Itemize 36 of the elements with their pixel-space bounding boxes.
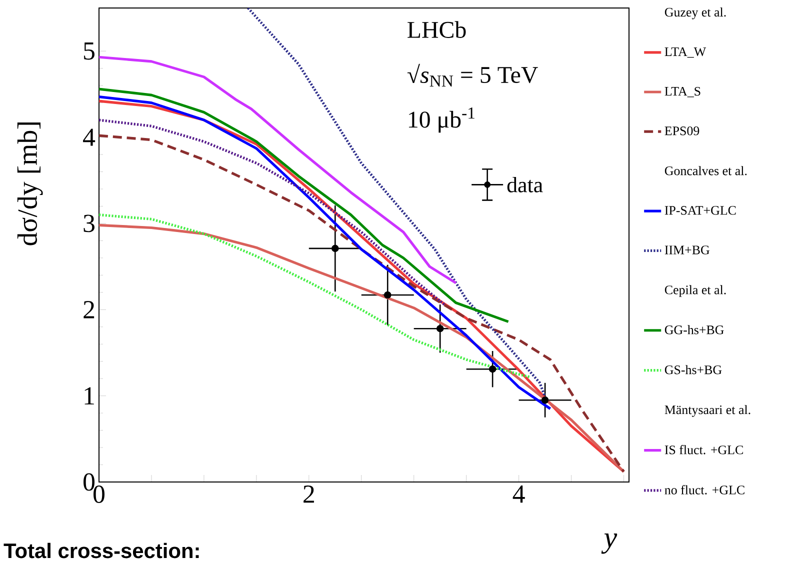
point bbox=[384, 291, 392, 299]
annotation: √s$_{NN}$ = 5 TeV bbox=[407, 64, 538, 87]
legend-label: IIM+BG bbox=[664, 246, 710, 254]
y-tick-label: 2 bbox=[84, 301, 94, 318]
legend-label: no fluct. +GLC bbox=[664, 485, 744, 494]
text: Goncalves et al. bbox=[664, 166, 747, 176]
y-tick-label: 3 bbox=[84, 214, 94, 232]
text: Guzey et al. bbox=[664, 7, 726, 20]
x-axis-title: y bbox=[601, 534, 618, 554]
text: Cepila et al. bbox=[664, 285, 726, 297]
y-tick-label: 1 bbox=[84, 387, 94, 404]
point bbox=[331, 244, 339, 252]
legend-label: IS fluct. +GLC bbox=[664, 445, 743, 454]
legend-label: GS-hs+BG bbox=[664, 365, 722, 374]
line-series bbox=[99, 95, 552, 410]
annotation: LHCb bbox=[408, 21, 466, 38]
annotation: 10 μb$^{-1}$ bbox=[408, 107, 474, 133]
legend-label: LTA_S bbox=[664, 86, 700, 98]
text: Mäntysaari et al. bbox=[664, 405, 750, 417]
line-series bbox=[99, 214, 531, 378]
legend-label: EPS09 bbox=[664, 126, 700, 136]
legend-label: data bbox=[507, 176, 543, 192]
point bbox=[488, 365, 496, 373]
y-tick-label: 4 bbox=[83, 128, 96, 146]
legend-label: GG-hs+BG bbox=[664, 325, 724, 334]
x-tick-label: 2 bbox=[304, 486, 314, 503]
y-tick-label: 0 bbox=[84, 473, 94, 491]
x-tick-label: 4 bbox=[512, 486, 525, 503]
point bbox=[436, 324, 444, 332]
y-axis-title: dσ/dy [mb] bbox=[17, 122, 43, 246]
text: Total cross-section: bbox=[4, 542, 199, 558]
line-series bbox=[246, 8, 548, 404]
legend-label: LTA_W bbox=[664, 47, 706, 58]
point bbox=[541, 396, 549, 404]
legend-label: IP-SAT+GLC bbox=[664, 206, 736, 215]
y-tick-label: 5 bbox=[84, 42, 94, 60]
